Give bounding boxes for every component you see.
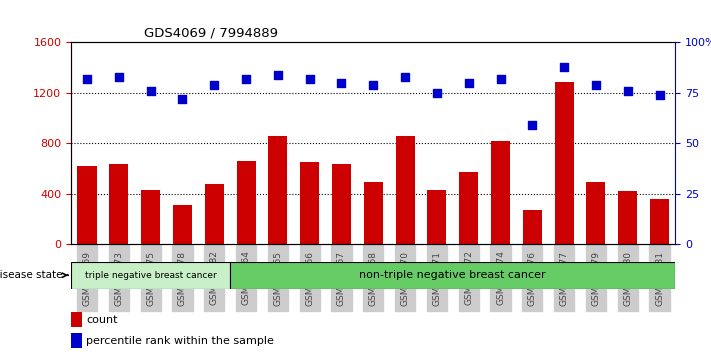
Point [463,80,474,86]
Bar [71,333,82,348]
Bar [268,136,287,244]
Bar [395,136,415,244]
Point [368,82,379,88]
Bar [77,166,97,244]
Bar [71,312,82,327]
Bar [205,184,224,244]
Point [145,88,156,94]
Bar [523,210,542,244]
Bar [141,190,160,244]
Point [431,90,442,96]
Point [240,76,252,82]
Bar [618,191,637,244]
Bar [237,161,255,244]
Bar [300,162,319,244]
Text: count: count [86,315,118,325]
Bar [173,205,192,244]
Text: disease state: disease state [0,270,68,280]
Bar [364,182,383,244]
Text: percentile rank within the sample: percentile rank within the sample [86,336,274,346]
Point [304,76,316,82]
Point [177,96,188,102]
Point [622,88,634,94]
Bar [230,262,675,289]
Point [208,82,220,88]
Point [113,74,124,80]
Bar [555,81,574,244]
Point [272,72,284,78]
Point [527,122,538,128]
Bar [491,141,510,244]
Bar [71,262,230,289]
Bar [650,199,669,244]
Bar [109,164,129,244]
Point [654,92,665,98]
Bar [427,190,447,244]
Bar [332,164,351,244]
Text: GDS4069 / 7994889: GDS4069 / 7994889 [144,27,277,40]
Point [590,82,602,88]
Point [400,74,411,80]
Bar [587,182,606,244]
Text: triple negative breast cancer: triple negative breast cancer [85,271,216,280]
Bar [459,172,479,244]
Point [81,76,92,82]
Text: non-triple negative breast cancer: non-triple negative breast cancer [360,270,546,280]
Point [495,76,506,82]
Point [336,80,347,86]
Point [558,64,570,69]
